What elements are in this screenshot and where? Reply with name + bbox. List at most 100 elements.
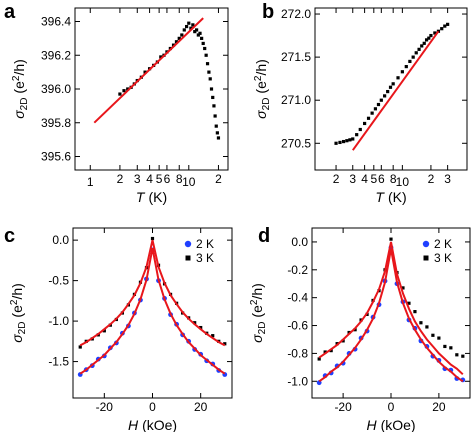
x-tick-label: 2 — [215, 172, 222, 186]
y-axis-label: σ2D (e2/h) — [11, 59, 30, 119]
x-tick-label: 8 — [390, 172, 397, 186]
x-tick-label: 1 — [87, 175, 94, 189]
y-tick-label: -0.8 — [287, 346, 308, 360]
x-label-symbol: H — [366, 417, 377, 432]
data-point — [358, 127, 362, 132]
y-label-subscript: 2D — [261, 98, 272, 111]
x-tick-label: 4 — [146, 172, 153, 186]
data-point — [407, 301, 411, 305]
fit-line — [318, 241, 464, 376]
data-point — [201, 41, 205, 46]
data-point — [351, 137, 355, 141]
plot-frame — [311, 227, 471, 399]
data-point — [150, 236, 155, 241]
data-point — [334, 141, 338, 145]
data-point — [427, 36, 431, 40]
data-point — [443, 24, 447, 28]
data-point — [338, 140, 342, 145]
panel-label: a — [4, 1, 16, 23]
data-point — [213, 114, 217, 118]
y-tick-label: 0.0 — [291, 235, 308, 249]
data-point — [383, 94, 387, 98]
data-point — [408, 59, 412, 64]
legend-label: 3 K — [434, 251, 452, 265]
y-label-symbol: σ — [249, 334, 265, 343]
data-point — [215, 131, 219, 135]
data-point — [205, 62, 210, 66]
legend-marker — [422, 240, 430, 248]
legend-marker — [185, 255, 191, 261]
data-point — [413, 310, 417, 314]
y-label-superscript: 2 — [253, 75, 264, 81]
y-label-superscript: 2 — [11, 75, 22, 81]
y-label-unit: (e — [9, 305, 25, 318]
plot-frame — [72, 227, 233, 399]
legend-label: 3 K — [196, 251, 214, 265]
data-point — [193, 321, 197, 325]
data-point — [366, 116, 371, 120]
data-point — [200, 36, 204, 40]
plot-area — [77, 236, 228, 377]
y-label-unit: (e — [249, 305, 265, 318]
data-point — [353, 328, 357, 332]
data-point — [212, 104, 216, 108]
y-tick-label: 396.2 — [41, 48, 71, 62]
x-axis-label: T (K) — [136, 189, 167, 205]
x-tick-label: 2 — [333, 172, 340, 186]
data-point — [187, 21, 191, 25]
x-tick-label: 4 — [361, 172, 368, 186]
x-tick-label: 3 — [134, 172, 141, 186]
y-tick-label: -1.0 — [48, 314, 69, 328]
x-tick-label: 10 — [396, 175, 410, 189]
data-point — [422, 41, 426, 45]
legend-marker — [184, 240, 192, 248]
data-point — [363, 121, 367, 126]
plot-area — [93, 17, 221, 140]
x-label-unit: (kOe) — [381, 417, 416, 432]
data-point — [424, 38, 429, 42]
x-label-unit: (kOe) — [142, 417, 177, 432]
y-label-symbol: σ — [253, 110, 269, 119]
data-point — [216, 136, 221, 140]
legend-marker — [423, 255, 429, 261]
plot-frame — [74, 7, 229, 171]
y-tick-label: -0.6 — [287, 319, 308, 333]
y-axis-label: σ2D (e2/h) — [249, 283, 268, 343]
data-point — [391, 82, 395, 86]
y-label-unit: (e — [253, 81, 269, 94]
data-point — [379, 98, 383, 102]
data-point — [341, 139, 346, 144]
y-label-superscript: 2 — [9, 299, 20, 305]
data-point — [211, 95, 215, 100]
y-tick-label: 0.0 — [52, 233, 69, 247]
data-point — [388, 85, 393, 89]
y-label-subscript: 2D — [257, 322, 268, 335]
data-point — [400, 70, 404, 74]
data-point — [443, 344, 447, 349]
y-label-superscript: 2 — [249, 299, 260, 305]
data-point — [411, 55, 415, 59]
data-point — [184, 24, 189, 29]
x-tick-label: 0 — [149, 400, 156, 414]
x-axis-label: H (kOe) — [128, 417, 177, 432]
data-point — [214, 124, 218, 128]
y-tick-label: 272.0 — [281, 7, 311, 21]
data-point — [419, 321, 423, 325]
y-label-unit: (e — [11, 81, 27, 94]
fit-line — [79, 239, 226, 347]
data-point — [446, 22, 450, 26]
y-tick-label: 270.5 — [281, 136, 311, 150]
x-tick-label: 8 — [176, 172, 183, 186]
x-label-symbol: T — [375, 189, 385, 205]
legend-label: 2 K — [196, 237, 214, 251]
y-tick-label: -0.5 — [48, 274, 69, 288]
x-label-symbol: T — [136, 189, 146, 205]
x-tick-label: 20 — [432, 400, 446, 414]
x-tick-label: 3 — [349, 172, 356, 186]
x-tick-label: 2 — [428, 172, 435, 186]
x-tick-label: -20 — [334, 400, 352, 414]
data-point — [417, 47, 421, 51]
x-tick-label: -20 — [96, 400, 114, 414]
y-label-subscript: 2D — [17, 322, 28, 335]
fit-line — [93, 17, 204, 124]
